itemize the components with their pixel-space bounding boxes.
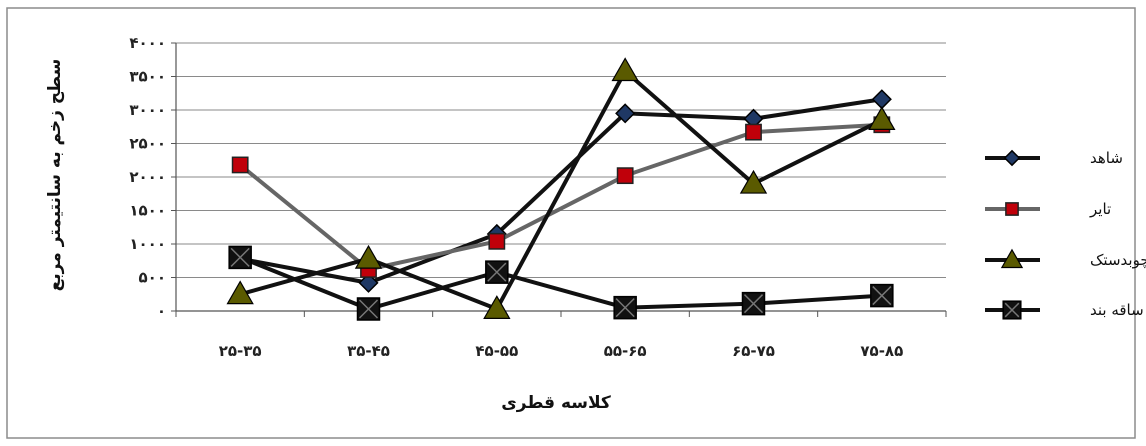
data-point-1-2: [488, 232, 506, 250]
y-tick-label-1: ۵۰۰: [139, 269, 166, 287]
data-point-3-2: [485, 260, 509, 284]
x-tick-label-4: ۶۵-۷۵: [732, 342, 775, 360]
data-point-1-4: [745, 123, 762, 141]
data-point-0-3: [615, 103, 636, 124]
legend-label-1: تایر: [1089, 200, 1111, 218]
data-point-2-1: [354, 244, 383, 269]
y-tick-label-4: ۲۰۰۰: [129, 168, 166, 186]
y-tick-label-7: ۳۵۰۰: [129, 68, 166, 86]
data-point-3-5: [870, 283, 894, 308]
legend: شاهد تایر چوبدستک ساقه بند: [985, 149, 1146, 320]
data-point-2-4: [739, 169, 768, 194]
data-point-3-4: [741, 291, 766, 316]
y-tick-label-6: ۳۰۰۰: [129, 101, 166, 119]
data-point-0-1: [358, 272, 379, 293]
data-point-3-3: [613, 295, 637, 320]
legend-label-2: چوبدستک: [1090, 251, 1146, 269]
legend-marker-3: [1002, 300, 1022, 320]
series-line-3: [239, 255, 882, 311]
data-point-1-0: [231, 156, 249, 174]
legend-label-3: ساقه بند: [1090, 301, 1144, 319]
tick-labels: ۰ ۵۰۰ ۱۰۰۰ ۱۵۰۰ ۲۰۰۰ ۲۵۰۰ ۳۰۰۰ ۳۵۰۰ ۴۰۰۰ ۲۵-۳۵ ۳۵-…: [129, 34, 903, 360]
data-point-3-0: [228, 245, 252, 270]
x-tick-label-1: ۳۵-۴۵: [347, 342, 390, 360]
legend-item-1: تایر: [985, 200, 1111, 218]
x-tick-label-2: ۴۵-۵۵: [475, 342, 518, 360]
series-line-1: [238, 122, 882, 272]
legend-item-0: شاهد: [985, 149, 1123, 167]
x-tick-label-0: ۲۵-۳۵: [219, 342, 262, 360]
data-point-3-2-cross-b: [487, 262, 507, 282]
legend-marker-3-cross-b: [1004, 302, 1020, 318]
legend-marker-0: [1003, 149, 1021, 167]
y-tick-label-2: ۱۰۰۰: [129, 235, 166, 253]
legend-marker-1: [1005, 202, 1019, 216]
series-line-0: [239, 97, 883, 285]
data-point-3-1-cross-b: [358, 299, 379, 319]
y-tick-label-5: ۲۵۰۰: [129, 135, 166, 153]
legend-item-3: ساقه بند: [985, 300, 1144, 320]
y-tick-label-8: ۴۰۰۰: [129, 34, 166, 52]
x-tick-label-3: ۵۵-۶۵: [604, 342, 647, 360]
data-point-3-1: [356, 297, 381, 321]
data-point-2-2: [483, 295, 511, 319]
series-3: [228, 245, 894, 321]
series-2: [226, 57, 896, 319]
data-point-1-3: [616, 167, 634, 185]
y-tick-label-3: ۱۵۰۰: [129, 202, 166, 220]
data-point-2-3: [611, 57, 639, 82]
data-point-3-3-cross-b: [615, 298, 635, 318]
x-axis-title: کلاسه قطری: [501, 393, 611, 413]
data-point-3-0-cross-b: [230, 247, 250, 267]
data-point-3-4-cross-b: [743, 294, 764, 314]
y-tick-label-0: ۰: [157, 302, 166, 320]
legend-label-0: شاهد: [1090, 149, 1123, 167]
data-point-3-5-cross-b: [872, 286, 892, 306]
y-axis-title: سطح زخم به سانتیمتر مربع: [45, 59, 65, 292]
chart-border: [6, 7, 1136, 439]
series-line-2: [239, 69, 883, 311]
data-point-2-0: [226, 280, 254, 305]
series-group: [226, 57, 896, 321]
legend-marker-2: [1000, 248, 1024, 269]
legend-item-2: چوبدستک: [985, 248, 1146, 269]
data-point-2-5: [868, 106, 896, 130]
axes: [171, 42, 947, 317]
x-tick-label-5: ۷۵-۸۵: [860, 342, 903, 360]
